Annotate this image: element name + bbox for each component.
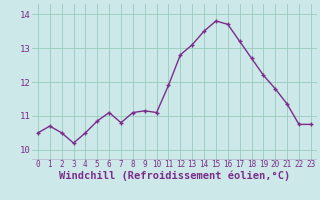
- X-axis label: Windchill (Refroidissement éolien,°C): Windchill (Refroidissement éolien,°C): [59, 170, 290, 181]
